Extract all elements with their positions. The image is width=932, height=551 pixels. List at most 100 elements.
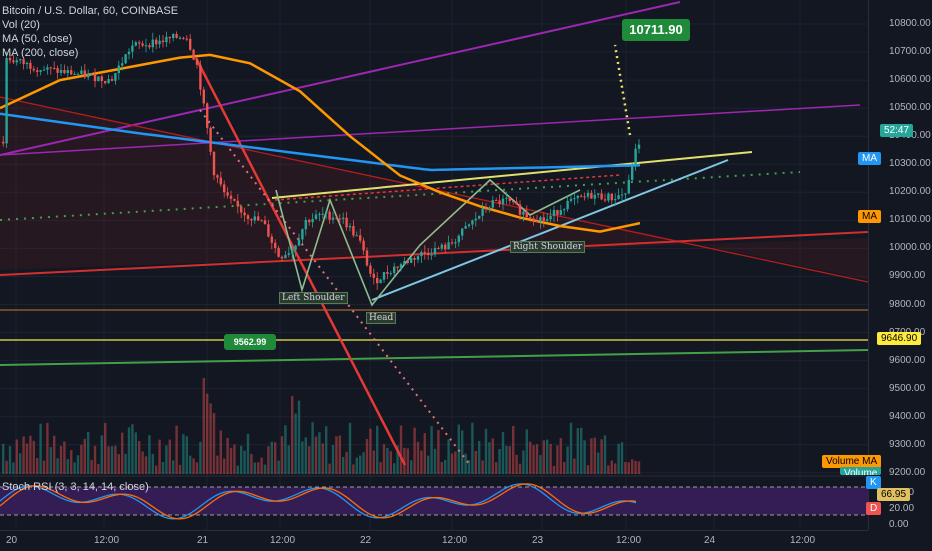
volume-bar [8,446,12,474]
volume-bar [284,425,287,474]
volume-bar [314,436,318,474]
volume-bar [246,433,250,474]
rsi-value-tag: 66.95 [877,488,911,501]
volume-bar [335,436,338,474]
candle-body [100,76,103,82]
candle-body [437,247,440,249]
volume-bar [430,426,433,474]
volume-bar [76,455,80,474]
candle-body [236,200,239,207]
candle-body [593,194,596,199]
candles [2,31,641,291]
candle-body [467,224,471,227]
candle-body [267,224,270,237]
price-axis[interactable]: 10800.0010700.0010600.0010500.0010400.00… [868,0,932,530]
candle-body [209,127,212,152]
candle-body [539,217,542,222]
volume-bar [182,434,185,474]
candle-body [121,63,124,66]
volume-bar [359,455,362,474]
volume-bar [223,458,226,474]
volume-bar [393,463,396,474]
time-axis[interactable]: 20 12:00 21 12:00 22 12:00 23 12:00 24 12:00 [0,530,868,551]
volume-bar [406,448,409,474]
neckline [271,151,753,199]
rsi-tick: 0.00 [889,519,909,530]
volume-bar [338,435,341,474]
volume-tag: Volume [840,467,882,475]
candle-body [389,273,392,275]
ma50-line [0,53,641,233]
candle-body [614,199,617,201]
volume-bar [117,454,120,474]
price-tick: 9600.00 [889,354,926,366]
volume-bar [202,378,205,474]
volume-bar [206,393,209,474]
rsi-d-tag: D [866,502,882,515]
candle-body [573,198,576,200]
candle-body [175,34,178,38]
candle-body [325,211,328,214]
candle-body [464,226,467,229]
volume-bar [498,449,501,474]
vol-legend: Vol (20) [2,19,40,31]
candle-body [355,235,358,237]
volume-bar [566,446,569,474]
volume-bar [226,437,229,474]
volume-bar [546,439,549,474]
candle-body [59,70,63,73]
candle-body [280,256,284,259]
candle-body [189,38,192,50]
candle-body [223,184,226,193]
volume-bar [590,438,593,474]
price-tick: 9900.00 [889,270,926,282]
volume-bar [396,445,399,474]
volume-bar [634,460,637,474]
candle-body [440,244,443,249]
candle-body [158,40,161,45]
candle-body [620,194,624,196]
time-tick: 22 [360,535,372,546]
volume-bar [172,460,175,474]
volume-bar [529,441,532,474]
volume-bar [134,432,137,474]
volume-bar [97,463,100,474]
candle-body [185,38,188,40]
volume-bar [46,422,49,474]
candle-body [131,45,134,52]
candle-body [617,195,620,200]
volume-bars [2,378,641,474]
volume-bar [185,436,188,474]
volume-bar [597,452,600,474]
candle-body [127,51,131,55]
volume-bar [36,458,39,474]
level-tag: 9646.90 [877,332,922,345]
volume-bar [586,465,590,474]
volume-bar [70,450,73,474]
volume-bar [287,445,290,474]
green-support [0,349,869,366]
candle-body [110,79,114,81]
candle-body [352,226,355,236]
candle-body [70,70,73,75]
volume-bar [471,422,474,474]
candle-body [97,76,100,82]
candle-body [19,59,22,61]
volume-bar [447,439,450,474]
volume-bar [212,413,216,474]
candle-body [117,65,120,74]
yellow-target-dotted [613,44,632,136]
time-tick: 12:00 [616,535,642,546]
candle-body [253,216,256,221]
volume-bar [427,455,430,474]
stoch-rsi-pane [0,483,868,520]
candle-body [522,211,525,215]
price-tick: 9400.00 [889,410,926,422]
volume-bar [478,440,481,474]
candle-body [420,252,423,257]
candle-body [423,252,426,254]
volume-bar [100,435,103,474]
volume-bar [219,430,222,474]
volume-bar [600,439,603,474]
